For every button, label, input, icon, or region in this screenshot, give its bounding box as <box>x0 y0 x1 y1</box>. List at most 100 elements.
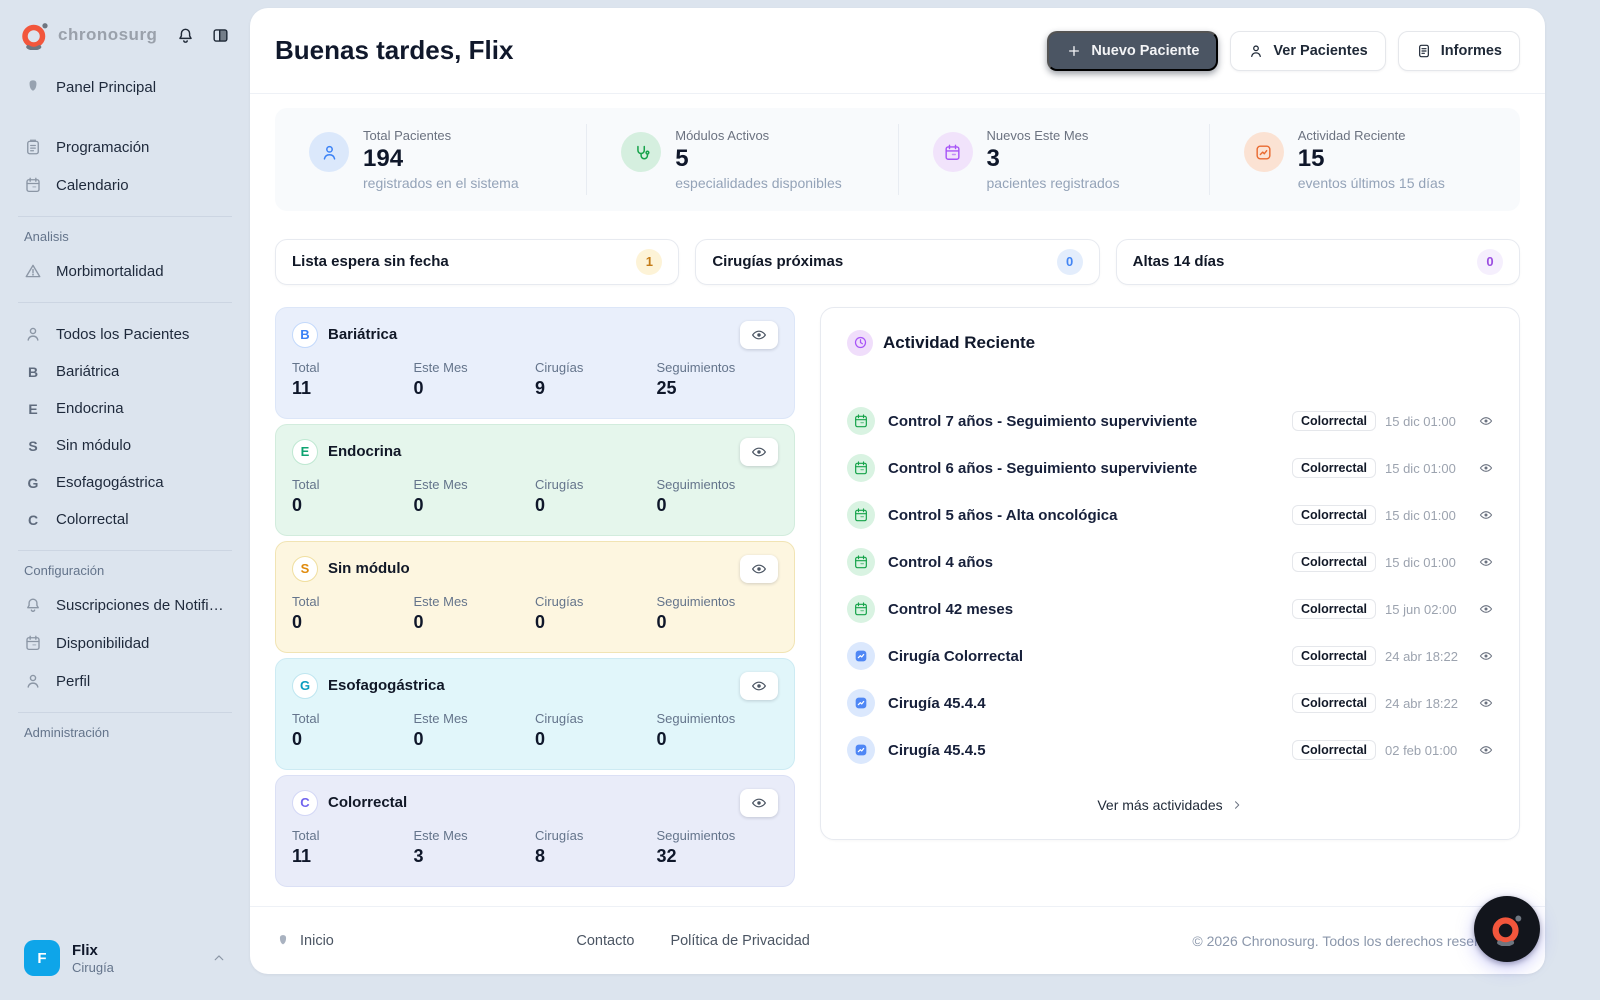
sidebar-item-suscripciones[interactable]: Suscripciones de Notifica… <box>14 586 236 624</box>
stat-value: 5 <box>675 145 689 172</box>
footer-link-contacto[interactable]: Contacto <box>576 932 635 949</box>
view-activity-button[interactable] <box>1479 696 1493 710</box>
home-shield-icon <box>24 78 42 96</box>
view-activity-button[interactable] <box>1479 743 1493 757</box>
brand: chronosurg <box>14 14 236 68</box>
stat-modulos-activos: Módulos Activos 5 especialidades disponi… <box>586 124 897 195</box>
new-patient-button[interactable]: Nuevo Paciente <box>1047 30 1219 71</box>
view-activity-button[interactable] <box>1479 461 1493 475</box>
filter-lista-espera[interactable]: Lista espera sin fecha 1 <box>275 238 680 285</box>
module-letter-badge: S <box>292 555 318 582</box>
activity-row: Control 6 años - Seguimiento supervivien… <box>847 445 1493 492</box>
activity-row: Control 4 años Colorrectal 15 dic 01:00 <box>847 539 1493 586</box>
sidebar-item-programacion[interactable]: Programación <box>14 128 236 166</box>
section-label-analisis: Analisis <box>24 229 69 244</box>
view-activity-button[interactable] <box>1479 414 1493 428</box>
module-badge: Colorrectal <box>1292 458 1376 479</box>
view-activity-button[interactable] <box>1479 555 1493 569</box>
sidebar-item-perfil[interactable]: Perfil <box>14 662 236 700</box>
user-name: Flix <box>72 941 98 959</box>
activity-row: Cirugía 45.4.5 Colorrectal 02 feb 01:00 <box>847 727 1493 774</box>
view-module-button[interactable] <box>740 437 778 466</box>
view-activity-button[interactable] <box>1479 508 1493 522</box>
user-menu[interactable]: F Flix Cirugía <box>14 932 236 984</box>
module-badge: Colorrectal <box>1292 411 1376 432</box>
eye-icon <box>1479 746 1493 754</box>
view-activity-button[interactable] <box>1479 602 1493 616</box>
stat-nuevos-este-mes: Nuevos Este Mes 3 pacientes registrados <box>897 124 1209 195</box>
module-badge: Colorrectal <box>1292 693 1376 714</box>
module-cards-column: B Bariátrica Total 11 Este Mes 0 Cirugías 9… <box>275 306 795 887</box>
avatar: F <box>24 940 60 976</box>
calendar-icon <box>24 634 42 652</box>
person-icon <box>24 325 42 343</box>
sidebar-item-esofagogastrica[interactable]: G Esofagogástrica <box>14 464 236 501</box>
person-icon <box>24 672 42 690</box>
eye-icon <box>752 447 766 456</box>
brand-wordmark: chronosurg <box>58 25 158 44</box>
calendar-icon <box>847 501 875 530</box>
eye-icon <box>1479 558 1493 566</box>
sidebar-item-bariatrica[interactable]: B Bariátrica <box>14 353 236 390</box>
filter-altas-14-dias[interactable]: Altas 14 días 0 <box>1115 238 1520 285</box>
sidebar-item-calendario[interactable]: Calendario <box>14 166 236 204</box>
view-module-button[interactable] <box>740 788 778 817</box>
eye-icon <box>1479 511 1493 519</box>
activity-row: Control 7 años - Seguimiento supervivien… <box>847 398 1493 445</box>
sidebar-item-todos-los-pacientes[interactable]: Todos los Pacientes <box>14 315 236 353</box>
sidebar-toggle-icon[interactable] <box>211 26 230 45</box>
page-title: Buenas tardes, Flix <box>275 35 514 65</box>
activity-datetime: 15 jun 02:00 <box>1385 601 1457 617</box>
clock-icon <box>847 329 873 356</box>
filter-cirugias-proximas[interactable]: Cirugías próximas 0 <box>695 238 1100 285</box>
activity-datetime: 24 abr 18:22 <box>1385 648 1459 664</box>
activity-list: Control 7 años - Seguimiento supervivien… <box>847 398 1493 774</box>
sidebar-item-disponibilidad[interactable]: Disponibilidad <box>14 624 236 662</box>
footer-link-inicio[interactable]: Inicio <box>275 933 334 949</box>
activity-row: Cirugía Colorrectal Colorrectal 24 abr 1… <box>847 633 1493 680</box>
divider <box>18 216 232 217</box>
module-badge: Colorrectal <box>1292 505 1376 526</box>
view-module-button[interactable] <box>740 671 778 700</box>
chevron-right-icon <box>1234 800 1239 809</box>
view-module-button[interactable] <box>740 554 778 583</box>
module-letter-badge: B <box>292 321 318 348</box>
eye-icon <box>752 564 766 573</box>
chronosurg-logo-icon <box>20 20 50 50</box>
warning-triangle-icon <box>24 262 42 280</box>
activity-datetime: 15 dic 01:00 <box>1385 507 1456 523</box>
eye-icon <box>1479 605 1493 613</box>
activity-row: Cirugía 45.4.4 Colorrectal 24 abr 18:22 <box>847 680 1493 727</box>
surgery-icon <box>847 736 875 765</box>
calendar-icon <box>847 407 875 436</box>
activity-datetime: 02 feb 01:00 <box>1385 742 1458 758</box>
divider <box>18 550 232 551</box>
view-patients-button[interactable]: Ver Pacientes <box>1230 30 1386 71</box>
module-badge: Colorrectal <box>1292 646 1376 667</box>
see-more-activities-link[interactable]: Ver más actividades <box>847 797 1493 817</box>
stethoscope-icon <box>621 132 662 172</box>
view-module-button[interactable] <box>740 320 778 349</box>
chronosurg-floating-button[interactable] <box>1474 896 1540 962</box>
stat-value: 194 <box>363 145 404 172</box>
stat-total-pacientes: Total Pacientes 194 registrados en el si… <box>275 124 586 195</box>
eye-icon <box>1479 652 1493 660</box>
sidebar-item-sin-modulo[interactable]: S Sin módulo <box>14 427 236 464</box>
sidebar-item-morbimortalidad[interactable]: Morbimortalidad <box>14 252 236 290</box>
eye-icon <box>752 330 766 339</box>
footer-link-privacidad[interactable]: Política de Privacidad <box>670 932 810 949</box>
stat-actividad-reciente: Actividad Reciente 15 eventos últimos 15… <box>1208 124 1520 195</box>
main-panel: Buenas tardes, Flix Nuevo Paciente Ver P… <box>250 8 1545 974</box>
sidebar-item-endocrina[interactable]: E Endocrina <box>14 390 236 427</box>
count-badge: 0 <box>1477 248 1503 275</box>
view-activity-button[interactable] <box>1479 649 1493 663</box>
sidebar-item-colorrectal[interactable]: C Colorrectal <box>14 501 236 538</box>
sidebar-item-panel-principal[interactable]: Panel Principal <box>14 68 236 106</box>
section-label-administracion: Administración <box>24 725 110 740</box>
eye-icon <box>752 798 766 807</box>
reports-button[interactable]: Informes <box>1397 30 1520 71</box>
clipboard-icon <box>24 138 42 156</box>
home-shield-icon <box>279 934 287 944</box>
notifications-bell-icon[interactable] <box>176 26 195 45</box>
module-card-sin-modulo: S Sin módulo Total 0 Este Mes 0 Cirugías 0 … <box>275 540 795 653</box>
